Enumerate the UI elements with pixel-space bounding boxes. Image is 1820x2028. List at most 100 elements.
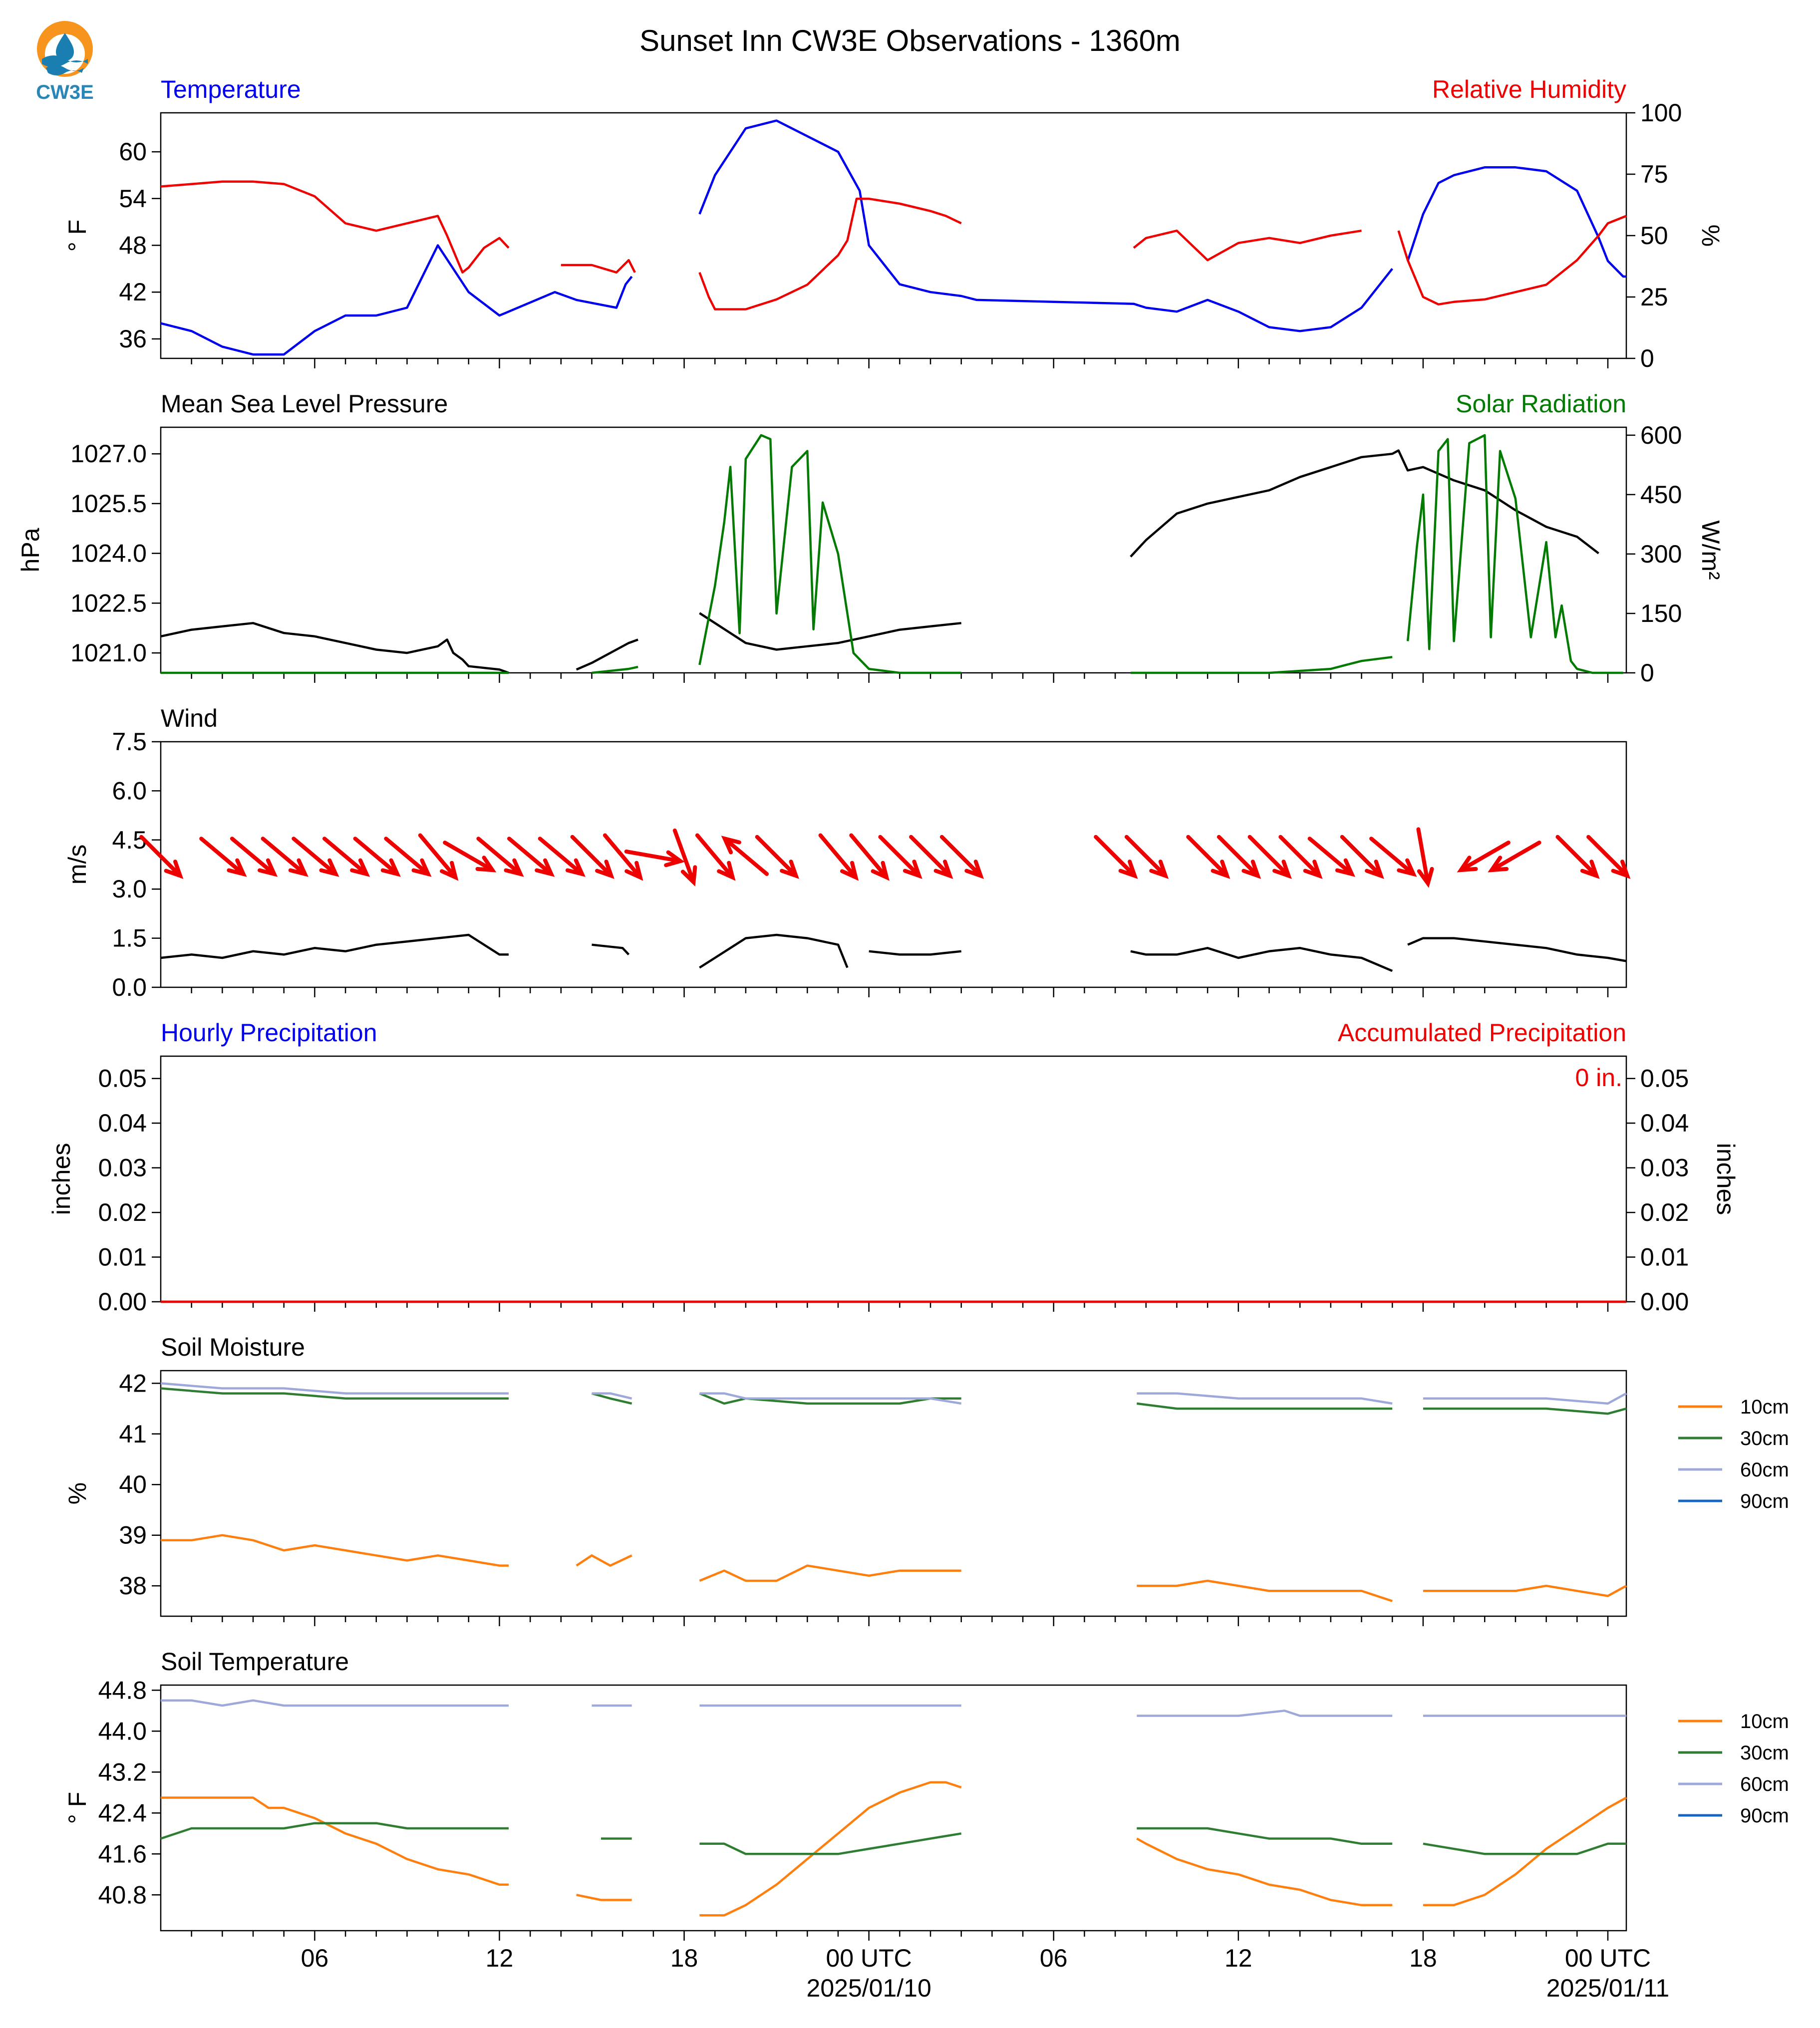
panel-title-left: Temperature bbox=[161, 75, 301, 103]
y2-tick-label: 100 bbox=[1640, 99, 1682, 127]
wind-arrow bbox=[1488, 841, 1541, 872]
y-tick-label: 40 bbox=[119, 1470, 147, 1498]
page-title: Sunset Inn CW3E Observations - 1360m bbox=[639, 24, 1181, 57]
wind-arrow bbox=[878, 835, 922, 879]
cw3e-logo: CW3E bbox=[36, 21, 94, 103]
y-tick-label: 54 bbox=[119, 185, 147, 213]
wind-arrow bbox=[1124, 835, 1169, 879]
y-tick-label: 42.4 bbox=[98, 1799, 147, 1827]
wind-arrow bbox=[755, 835, 800, 879]
accumulated-label: 0 in. bbox=[1575, 1064, 1622, 1092]
wind-arrow bbox=[322, 837, 370, 877]
y2-tick-label: 0 bbox=[1640, 659, 1654, 687]
y-axis-label: ° F bbox=[63, 220, 91, 252]
panel-title-left: Mean Sea Level Pressure bbox=[161, 390, 448, 418]
wind-arrow bbox=[1307, 837, 1356, 877]
wind-arrow bbox=[292, 837, 339, 877]
y-tick-label: 0.01 bbox=[98, 1243, 147, 1271]
y-tick-label: 0.00 bbox=[98, 1288, 147, 1316]
wind-arrow bbox=[603, 833, 643, 881]
x-tick-label: 12 bbox=[486, 1944, 514, 1972]
y-tick-label: 42 bbox=[119, 278, 147, 306]
plot-frame bbox=[160, 741, 1627, 988]
plot-frame bbox=[160, 1370, 1627, 1617]
y-tick-label: 42 bbox=[119, 1369, 147, 1397]
y2-tick-label: 600 bbox=[1640, 421, 1682, 449]
panel-title-left: Soil Moisture bbox=[161, 1333, 305, 1361]
wind-arrow bbox=[909, 835, 953, 879]
panel-title-right: Relative Humidity bbox=[1432, 75, 1626, 103]
y2-tick-label: 0.03 bbox=[1640, 1154, 1689, 1182]
y-tick-label: 0.03 bbox=[98, 1154, 147, 1182]
series-10cm bbox=[161, 1781, 1627, 1917]
logo-text: CW3E bbox=[36, 81, 94, 103]
series-60cm bbox=[160, 1382, 1627, 1405]
panel-soil-temperature: Soil Temperature 44.8 44.0 43.2 42.4 41.6 40.8… bbox=[63, 1648, 1789, 1941]
panel-title-left: Soil Temperature bbox=[161, 1648, 349, 1676]
wind-arrow bbox=[939, 835, 984, 879]
y2-tick-label: 0.01 bbox=[1640, 1243, 1689, 1271]
y-tick-label: 44.0 bbox=[98, 1717, 147, 1745]
plot-frame bbox=[160, 1684, 1627, 1932]
panel-wind: Wind 7.5 6.0 4.5 3.0 1.5 0.0 m/s bbox=[63, 704, 1631, 1001]
wind-arrow bbox=[1369, 837, 1417, 877]
wind-arrow bbox=[384, 837, 432, 877]
wind-arrow bbox=[570, 835, 614, 879]
wind-arrow bbox=[199, 837, 247, 877]
panel-title-right: Solar Radiation bbox=[1456, 390, 1626, 418]
y-axis-label: ° F bbox=[63, 1792, 91, 1824]
y-tick-label: 4.5 bbox=[112, 826, 147, 854]
wind-arrow bbox=[695, 833, 736, 881]
logo-water-icon bbox=[42, 55, 88, 75]
y-tick-label: 0.02 bbox=[98, 1198, 147, 1226]
y2-axis-label: % bbox=[1697, 225, 1725, 247]
wind-arrow bbox=[139, 835, 184, 879]
y-tick-label: 3.0 bbox=[112, 875, 147, 903]
y2-tick-label: 50 bbox=[1640, 222, 1668, 250]
y-tick-label: 41 bbox=[119, 1420, 147, 1448]
legend-label: 10cm bbox=[1740, 1396, 1789, 1418]
wind-arrow bbox=[818, 833, 859, 881]
legend-label: 30cm bbox=[1740, 1428, 1789, 1449]
y-tick-label: 1024.0 bbox=[70, 540, 147, 568]
y-tick-label: 1021.0 bbox=[70, 639, 147, 667]
panel-title-right: Accumulated Precipitation bbox=[1338, 1019, 1626, 1047]
wind-arrow bbox=[476, 837, 524, 877]
panel-title-left: Hourly Precipitation bbox=[161, 1019, 377, 1047]
wind-arrow bbox=[1278, 835, 1323, 879]
wind-arrow bbox=[538, 837, 586, 877]
series-solar-radiation bbox=[161, 434, 1623, 674]
wind-arrow bbox=[1555, 835, 1600, 879]
wind-arrow bbox=[1216, 835, 1261, 879]
y2-tick-label: 0 bbox=[1640, 344, 1654, 372]
wind-arrow bbox=[624, 850, 685, 868]
y-tick-label: 44.8 bbox=[98, 1676, 147, 1704]
x-tick-label: 06 bbox=[301, 1944, 329, 1972]
legend-label: 90cm bbox=[1740, 1805, 1789, 1827]
y-axis-label: inches bbox=[47, 1143, 75, 1215]
legend-label: 60cm bbox=[1740, 1773, 1789, 1795]
wind-arrow bbox=[1457, 841, 1511, 872]
panel-title-left: Wind bbox=[161, 704, 218, 732]
wind-arrow bbox=[721, 836, 769, 876]
series-temperature bbox=[160, 119, 1626, 356]
y-tick-label: 1.5 bbox=[112, 924, 147, 952]
y-tick-label: 0.0 bbox=[112, 973, 147, 1001]
series-relative-humidity bbox=[160, 180, 1627, 310]
y-tick-label: 7.5 bbox=[112, 728, 147, 756]
y2-tick-label: 0.00 bbox=[1640, 1288, 1689, 1316]
x-date-label: 2025/01/11 bbox=[1546, 1974, 1670, 2002]
wind-arrow bbox=[849, 833, 890, 881]
panel-soil-moisture: Soil Moisture 42 41 40 39 38% 10cm 30cm 60cm 90cm bbox=[63, 1333, 1789, 1626]
panel-temperature: Temperature Relative Humidity 60 54 48 42 36 ° … bbox=[63, 75, 1725, 372]
y2-tick-label: 0.04 bbox=[1640, 1109, 1689, 1137]
legend-label: 10cm bbox=[1740, 1711, 1789, 1733]
series-60cm bbox=[161, 1699, 1626, 1717]
y2-tick-label: 0.02 bbox=[1640, 1198, 1689, 1226]
y-tick-label: 36 bbox=[119, 325, 147, 353]
wind-arrow bbox=[672, 828, 697, 886]
panel-precip: Hourly Precipitation Accumulated Precipit… bbox=[47, 1019, 1740, 1316]
wind-arrow bbox=[1247, 835, 1292, 879]
